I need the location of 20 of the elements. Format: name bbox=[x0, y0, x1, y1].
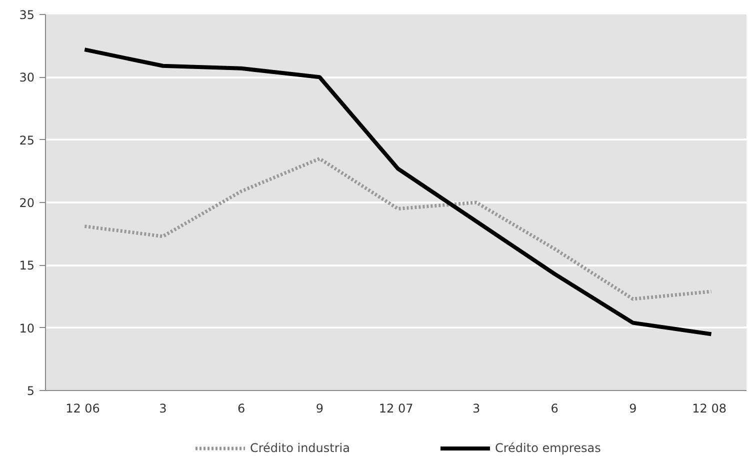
x-tick-label: 9 bbox=[316, 402, 324, 416]
x-tick-label: 6 bbox=[237, 402, 246, 416]
x-tick-label: 12 07 bbox=[378, 402, 414, 416]
line-series bbox=[82, 48, 714, 336]
y-tick-label: 15 bbox=[19, 258, 35, 273]
y-tick-label: 30 bbox=[19, 70, 35, 85]
y-tick-label: 25 bbox=[19, 133, 35, 148]
x-tick-label: 12 06 bbox=[66, 402, 100, 416]
legend-label: Crédito industria bbox=[250, 441, 350, 455]
y-tick-label: 5 bbox=[26, 384, 35, 398]
y-tick-label: 10 bbox=[19, 321, 35, 336]
legend-label: Crédito empresas bbox=[494, 441, 601, 455]
x-tick-label: 6 bbox=[550, 402, 558, 416]
x-tick-label: 12 08 bbox=[692, 402, 727, 416]
line-series bbox=[82, 156, 714, 301]
x-tick-label: 9 bbox=[629, 402, 637, 416]
x-tick-label: 3 bbox=[159, 402, 167, 416]
y-tick-label: 35 bbox=[19, 8, 35, 22]
y-tick-label: 20 bbox=[19, 196, 35, 210]
x-tick-label: 3 bbox=[472, 402, 480, 416]
